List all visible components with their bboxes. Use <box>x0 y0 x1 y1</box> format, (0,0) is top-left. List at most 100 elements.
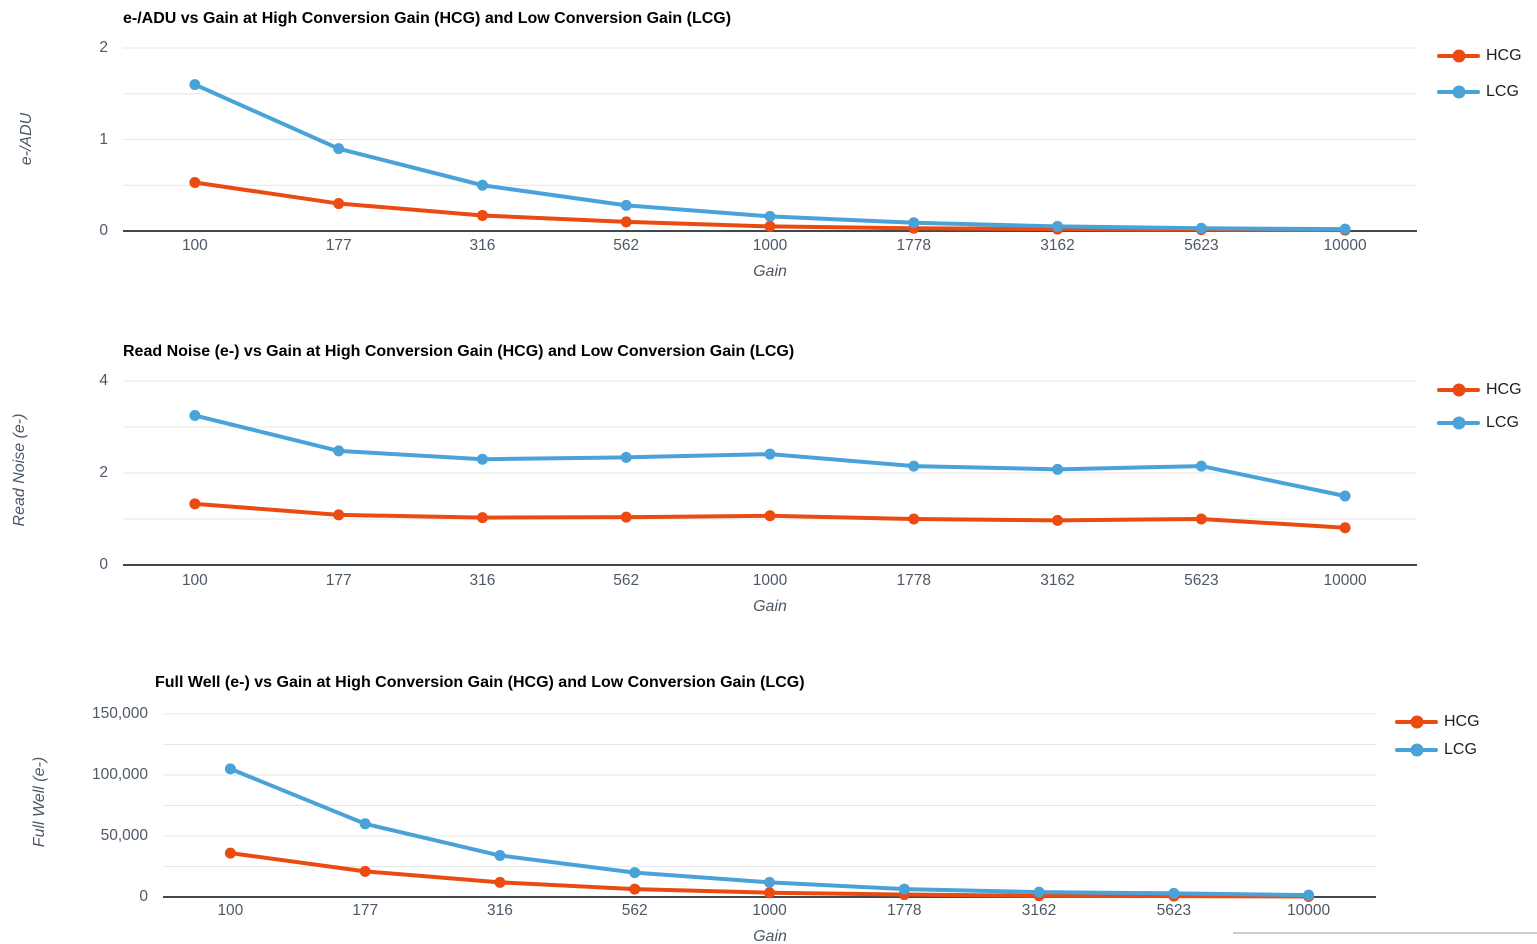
chart2-xtick-10000: 10000 <box>1323 572 1367 589</box>
chart3-lcg-point-100 <box>224 763 236 775</box>
chart2-hcg-point-177 <box>333 509 345 521</box>
chart2-lcg-point-1000 <box>764 448 776 460</box>
hcg-legend-marker-icon <box>1395 708 1438 736</box>
chart3-hcg-point-177 <box>359 865 371 877</box>
chart1-lcg-point-1000 <box>764 210 776 222</box>
chart2-xtick-562: 562 <box>613 572 640 589</box>
chart2-hcg-point-3162 <box>1052 514 1064 526</box>
chart1-lcg-point-316 <box>476 179 488 191</box>
chart2-ytick-4: 4 <box>99 372 108 389</box>
chart3-hcg-point-562 <box>629 883 641 895</box>
chart1-xtick-1778: 1778 <box>896 237 931 254</box>
legend-label-hcg: HCG <box>1486 381 1522 398</box>
chart2-lcg-point-3162 <box>1052 463 1064 475</box>
chart2-xtick-177: 177 <box>325 572 352 589</box>
chart1-hcg-point-100 <box>189 177 201 189</box>
chart3-xtick-1778: 1778 <box>887 902 922 919</box>
chart2-lcg-point-10000 <box>1339 490 1351 502</box>
chart2-hcg-point-316 <box>476 512 488 524</box>
chart1-hcg-point-177 <box>333 198 345 210</box>
chart2-hcg-point-562 <box>620 511 632 523</box>
chart3-x-axis-title: Gain <box>753 928 787 944</box>
chart3-lcg-line <box>228 766 1311 898</box>
chart3-xtick-5623: 5623 <box>1156 902 1192 919</box>
chart1-title: e-/ADU vs Gain at High Conversion Gain (… <box>123 10 732 27</box>
legend-label-lcg: LCG <box>1486 414 1519 431</box>
chart1-xtick-562: 562 <box>613 237 640 254</box>
chart1-lcg-point-5623 <box>1195 222 1207 234</box>
chart1-xtick-1000: 1000 <box>752 237 788 254</box>
chart2-xtick-3162: 3162 <box>1040 572 1075 589</box>
lcg-legend-marker-icon <box>1437 78 1480 106</box>
chart3-ytick-150,000: 150,000 <box>91 705 148 722</box>
chart3-ytick-50,000: 50,000 <box>100 827 148 844</box>
chart3-legend-hcg[interactable]: HCG <box>1395 708 1480 736</box>
chart1-xtick-3162: 3162 <box>1040 237 1075 254</box>
chart1-legend-lcg[interactable]: LCG <box>1437 78 1519 106</box>
chart3-lcg-point-3162 <box>1033 886 1045 898</box>
chart3-xtick-562: 562 <box>621 902 648 919</box>
chart2-lcg-point-177 <box>333 445 345 457</box>
chart3-plot <box>163 713 1376 903</box>
chart2-hcg-point-1000 <box>764 510 776 522</box>
chart2-xtick-1000: 1000 <box>752 572 788 589</box>
chart3-xtick-316: 316 <box>487 902 513 919</box>
chart2-lcg-point-562 <box>620 451 632 463</box>
chart2-title: Read Noise (e-) vs Gain at High Conversi… <box>123 343 795 360</box>
chart1-hcg-point-316 <box>476 209 488 221</box>
chart3-lcg-point-5623 <box>1168 887 1180 899</box>
hcg-legend-marker-icon <box>1437 376 1480 404</box>
chart2-xtick-100: 100 <box>181 572 208 589</box>
chart2-lcg-point-100 <box>189 410 201 421</box>
chart3-lcg-point-562 <box>629 867 641 879</box>
chart1-ytick-0: 0 <box>99 222 108 239</box>
chart1-xtick-10000: 10000 <box>1323 237 1367 254</box>
chart1-lcg-point-100 <box>189 79 201 91</box>
chart3-title: Full Well (e-) vs Gain at High Conversio… <box>155 674 805 691</box>
chart3-y-axis-title: Full Well (e-) <box>31 756 48 848</box>
chart1-lcg-point-177 <box>333 143 345 155</box>
chart1-ytick-1: 1 <box>99 130 108 148</box>
chart1-legend-hcg[interactable]: HCG <box>1437 42 1522 70</box>
chart3-xtick-100: 100 <box>217 902 244 919</box>
chart2-lcg-point-5623 <box>1195 460 1207 472</box>
chart2-hcg-point-100 <box>189 498 201 510</box>
chart1-lcg-point-10000 <box>1339 223 1351 235</box>
bottom-divider <box>1233 932 1537 934</box>
chart2-hcg-point-5623 <box>1195 513 1207 525</box>
chart2-lcg-point-316 <box>476 453 488 465</box>
chart3-xtick-177: 177 <box>352 902 379 919</box>
chart1-lcg-point-1778 <box>908 217 920 229</box>
chart1-hcg-point-562 <box>620 216 632 228</box>
chart1-x-axis-title: Gain <box>753 263 787 280</box>
chart3-hcg-point-1000 <box>764 887 775 899</box>
chart2-x-axis-title: Gain <box>753 598 787 615</box>
chart1-xtick-5623: 5623 <box>1184 237 1219 254</box>
chart1-xtick-316: 316 <box>469 237 496 254</box>
legend-label-hcg: HCG <box>1444 713 1480 730</box>
chart2-ytick-0: 0 <box>99 556 108 573</box>
chart2-legend-hcg[interactable]: HCG <box>1437 376 1522 404</box>
chart2-xtick-5623: 5623 <box>1184 572 1219 589</box>
chart1-ytick-2: 2 <box>99 39 108 56</box>
chart1-lcg-point-3162 <box>1052 220 1064 232</box>
lcg-legend-marker-icon <box>1395 736 1438 764</box>
chart3-hcg-point-100 <box>224 847 236 859</box>
chart1-hcg-point-1000 <box>764 220 776 232</box>
chart3-lcg-point-10000 <box>1303 889 1315 901</box>
chart2-legend-lcg[interactable]: LCG <box>1437 409 1519 437</box>
chart1-xtick-177: 177 <box>325 237 352 254</box>
chart3-hcg-point-316 <box>494 876 506 888</box>
chart3-xtick-10000: 10000 <box>1287 902 1331 919</box>
chart3-xtick-3162: 3162 <box>1021 902 1057 919</box>
chart3-lcg-point-316 <box>494 850 506 862</box>
chart3-legend-lcg[interactable]: LCG <box>1395 736 1477 764</box>
chart3-ytick-0: 0 <box>139 888 148 905</box>
chart2-hcg-point-10000 <box>1339 522 1351 534</box>
legend-label-lcg: LCG <box>1486 83 1519 100</box>
chart1-lcg-point-562 <box>620 199 632 211</box>
chart2-plot <box>123 380 1417 566</box>
lcg-legend-marker-icon <box>1437 409 1480 437</box>
